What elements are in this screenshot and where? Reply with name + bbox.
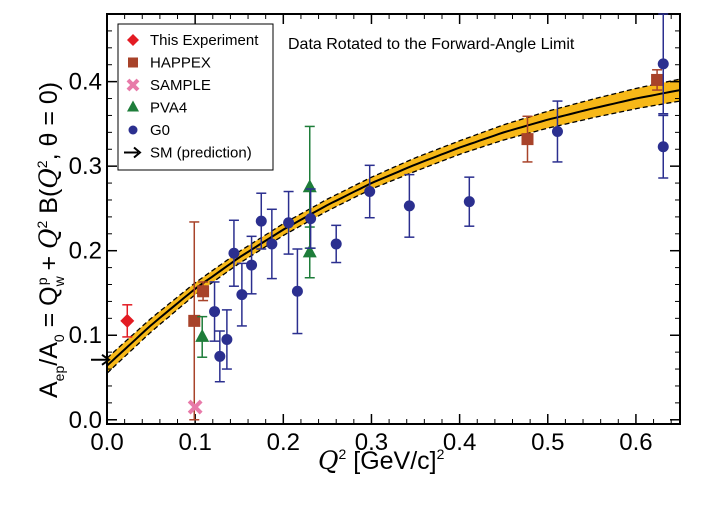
- y-axis-label-ep: ep: [51, 366, 67, 382]
- fit-band-lower-edge: [106, 100, 681, 374]
- y-axis-label-b: B(: [35, 188, 63, 221]
- g0-point: [214, 350, 226, 362]
- pva4-point: [302, 179, 317, 193]
- g0-point: [463, 196, 475, 208]
- x-tick-label: 0.5: [531, 429, 564, 456]
- g0-point: [305, 213, 317, 225]
- data-layer: [91, 13, 669, 421]
- legend-marker-diamond: [127, 34, 139, 46]
- legend-marker-cross: [126, 78, 140, 92]
- y-axis-label-w: w: [51, 275, 67, 287]
- legend-box: [117, 23, 274, 171]
- g0-point: [255, 215, 267, 227]
- legend-marker-square: [128, 57, 138, 68]
- y-tick-label: 0.2: [69, 238, 102, 265]
- fit-uncertainty-band: [107, 79, 680, 374]
- x-tick-label: 0.1: [178, 429, 211, 456]
- sample-point-stroke-b: [187, 399, 203, 415]
- g0-point: [330, 238, 342, 250]
- x-axis-label-rest: [GeV/c]: [346, 447, 436, 475]
- legend-marker-cross-stroke-b: [126, 78, 140, 92]
- x-axis-label-q: Q: [318, 446, 339, 475]
- legend-marker-arrow-head: [133, 146, 142, 159]
- sm-prediction-arrow: [91, 353, 111, 366]
- g0-point: [266, 238, 278, 250]
- x-axis-label-sup2: 2: [437, 446, 445, 462]
- g0-point: [283, 217, 295, 229]
- y-tick-label: 0.0: [69, 407, 102, 434]
- y-axis-label-two: 2: [34, 220, 50, 228]
- y-axis-label-zero: 0: [51, 334, 67, 342]
- annotation-text: Data Rotated to the Forward-Angle Limit: [288, 36, 575, 53]
- legend-marker-arrow: [124, 146, 142, 159]
- y-tick-label: 0.3: [69, 153, 102, 180]
- fit-band-upper-edge: [106, 78, 681, 359]
- y-axis-label-p: p: [34, 277, 50, 285]
- this-experiment-point: [120, 313, 135, 328]
- legend-label: SM (prediction): [150, 145, 252, 162]
- sample-point: [187, 399, 203, 415]
- g0-point: [657, 58, 669, 70]
- happex-point: [197, 285, 210, 298]
- g0-point: [364, 186, 376, 198]
- x-tick-label: 0.0: [90, 429, 123, 456]
- legend-marker-circle: [128, 125, 138, 135]
- happex-point: [188, 314, 201, 327]
- ticks-layer: 0.0 0.1 0.2 0.3 0.4 0.5 0.6 0.0 0.1 0.2 0.3 0.4: [69, 14, 680, 456]
- g0-point: [246, 259, 258, 271]
- y-axis-label-two2: 2: [34, 160, 50, 168]
- pva4-point: [195, 328, 210, 342]
- x-axis-label-sup: 2: [339, 446, 347, 462]
- x-tick-label: 0.2: [267, 429, 300, 456]
- legend-marker-triangle: [127, 100, 139, 112]
- g0-point: [291, 285, 303, 297]
- legend-label: HAPPEX: [150, 55, 211, 72]
- y-axis-label-a: A: [35, 381, 63, 398]
- plot-frame: [106, 13, 681, 425]
- y-axis-label-eq-q: = Q: [35, 286, 63, 334]
- axes: [106, 13, 681, 425]
- x-axis-label: Q2 [GeV/c]2: [318, 446, 445, 475]
- pva4-point: [302, 244, 317, 258]
- x-tick-label: 0.3: [355, 429, 388, 456]
- legend-label: G0: [150, 122, 170, 139]
- g0-point: [657, 141, 669, 153]
- x-tick-label: 0.4: [443, 429, 476, 456]
- legend: This Experiment HAPPEX SAMPLE PVA4 G0 SM (pre…: [117, 23, 274, 171]
- y-tick-label: 0.1: [69, 322, 102, 349]
- g0-point: [236, 289, 248, 301]
- legend-label: PVA4: [150, 100, 187, 117]
- g0-point: [228, 247, 240, 259]
- y-axis-label-q2: Q: [34, 168, 63, 189]
- g0-point: [551, 126, 563, 138]
- happex-point: [521, 133, 534, 146]
- legend-label: SAMPLE: [150, 77, 211, 94]
- g0-point: [403, 200, 415, 212]
- sm-prediction-arrow-head: [101, 353, 111, 366]
- g0-point: [209, 306, 221, 318]
- happex-point: [651, 73, 664, 86]
- y-axis-label-q: Q: [34, 228, 63, 249]
- legend-label: This Experiment: [150, 32, 259, 49]
- y-axis-label-plus: +: [35, 249, 63, 278]
- g0-point: [221, 333, 233, 345]
- y-axis-label-slash-a: /A: [35, 342, 63, 366]
- x-tick-label: 0.6: [619, 429, 652, 456]
- y-tick-label: 0.4: [69, 69, 102, 96]
- y-axis-label: Aep/A0 = Qwp + Q2 B(Q2, θ = 0): [34, 82, 67, 398]
- y-axis-label-tail: , θ = 0): [35, 82, 63, 161]
